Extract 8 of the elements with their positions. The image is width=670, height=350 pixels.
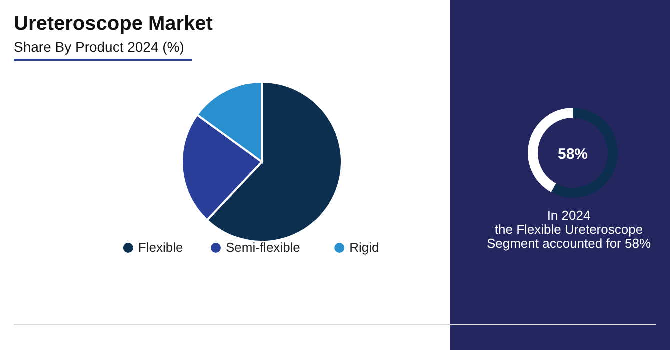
legend-label: Rigid — [350, 240, 380, 255]
donut-slice — [551, 108, 618, 198]
chart-title: Ureteroscope Market — [14, 13, 214, 35]
text: 58% — [558, 146, 588, 163]
chart-subtitle: Share By Product 2024 (%) — [14, 39, 184, 55]
legend-label: Semi-flexible — [226, 240, 300, 255]
legend-label: Flexible — [138, 240, 184, 255]
text: In 2024 the Flexible Ureteroscope Segment accounted for 58% — [486, 208, 652, 251]
